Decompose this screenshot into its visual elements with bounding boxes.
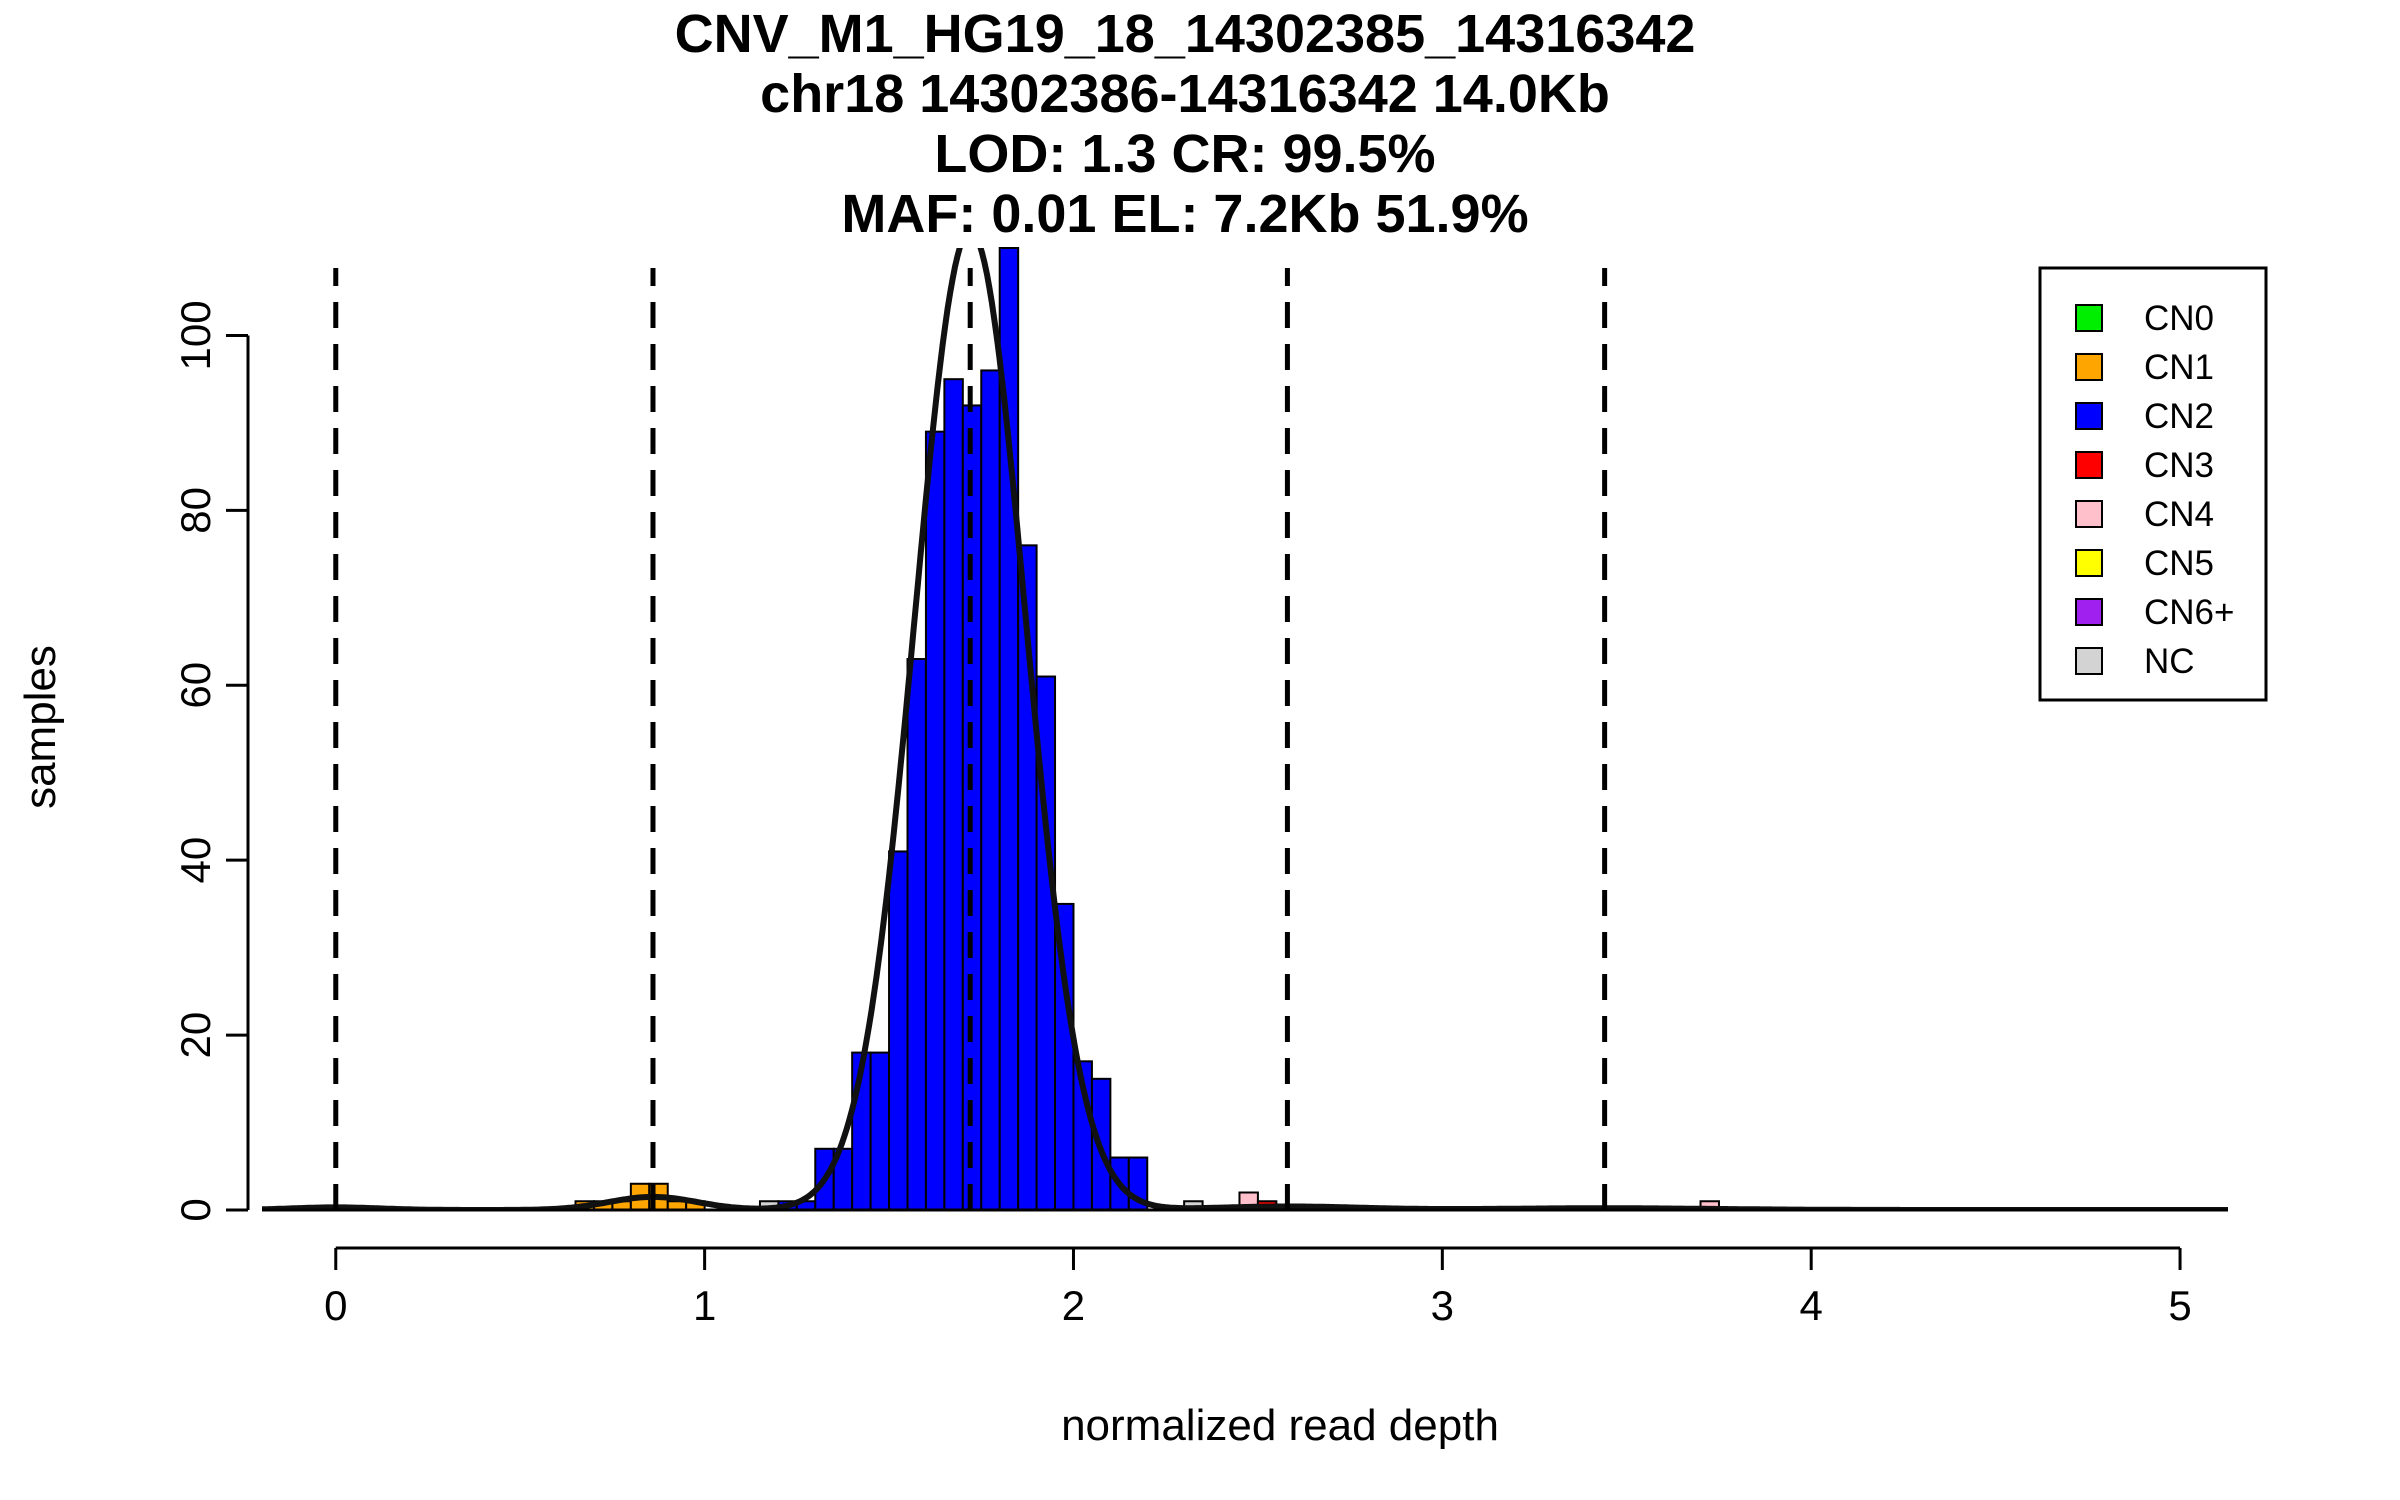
legend-label-cn0: CN0 [2144, 299, 2214, 338]
y-tick-label-0: 0 [172, 1198, 219, 1221]
legend-swatch-cn2 [2075, 402, 2103, 430]
chart-title: CNV_M1_HG19_18_14302385_14316342 chr18 1… [675, 4, 1696, 244]
y-tick-label-100: 100 [172, 300, 219, 370]
legend-box [2038, 266, 2268, 702]
bar-cn2-6 [888, 850, 909, 1211]
bar-cn2-7 [906, 658, 927, 1211]
x-axis-label: normalized read depth [1061, 1401, 1499, 1450]
bar-cn2-8 [924, 430, 946, 1211]
legend-label-nc: NC [2144, 642, 2195, 681]
density-fit [262, 248, 2228, 1210]
y-tick-label-20: 20 [172, 1012, 219, 1059]
y-axis-label: samples [16, 645, 65, 809]
legend-swatch-cn1 [2075, 353, 2103, 381]
title-line-3: LOD: 1.3 CR: 99.5% [934, 124, 1435, 184]
y-tick-label-60: 60 [172, 662, 219, 709]
legend-swatch-cn0 [2075, 304, 2103, 332]
legend-label-cn1: CN1 [2144, 348, 2214, 387]
legend-swatch-cn3 [2075, 451, 2103, 479]
x-tick-label-1: 1 [693, 1282, 716, 1329]
x-tick-label-2: 2 [1062, 1282, 1085, 1329]
legend-swatch-cn6plus [2075, 598, 2103, 626]
x-tick-label-4: 4 [1800, 1282, 1823, 1329]
bar-cn2-11 [980, 369, 1001, 1212]
copy-number-lines [333, 268, 1608, 1210]
x-tick-label-3: 3 [1431, 1282, 1454, 1329]
legend-swatch-cn5 [2075, 549, 2103, 577]
title-line-2: chr18 14302386-14316342 14.0Kb [760, 64, 1610, 124]
fit-curve [262, 248, 2228, 1210]
y-tick-label-40: 40 [172, 837, 219, 884]
title-line-4: MAF: 0.01 EL: 7.2Kb 51.9% [841, 184, 1528, 244]
legend-swatch-nc [2075, 647, 2103, 675]
x-tick-label-0: 0 [324, 1282, 347, 1329]
legend-label-cn3: CN3 [2144, 446, 2214, 485]
bar-cn2-9 [943, 378, 964, 1211]
axes: 0 1 2 3 4 5 0 20 40 60 80 100 [172, 300, 2228, 1329]
histogram-bars [574, 247, 1720, 1212]
legend-label-cn4: CN4 [2144, 495, 2214, 534]
y-tick-label-80: 80 [172, 487, 219, 534]
legend-label-cn2: CN2 [2144, 397, 2214, 436]
legend-label-cn6plus: CN6+ [2144, 593, 2234, 632]
legend-swatch-cn4 [2075, 500, 2103, 528]
title-line-1: CNV_M1_HG19_18_14302385_14316342 [675, 4, 1696, 64]
x-tick-label-5: 5 [2168, 1282, 2191, 1329]
legend: CN0 CN1 CN2 CN3 CN4 CN5 CN6+ NC [2038, 266, 2268, 702]
legend-label-cn5: CN5 [2144, 544, 2214, 583]
bar-cn2-5 [869, 1051, 891, 1211]
